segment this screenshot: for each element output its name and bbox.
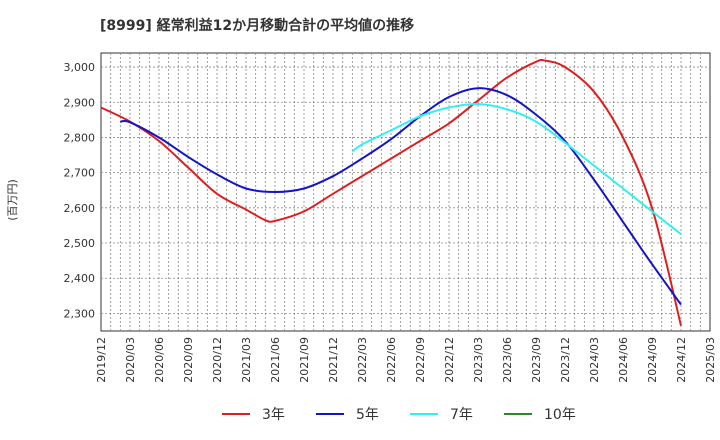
x-tick-label: 2023/09 bbox=[530, 337, 543, 383]
x-tick-label: 2022/12 bbox=[443, 337, 456, 383]
x-tick-label: 2024/06 bbox=[617, 337, 630, 383]
x-tick-labels: 2019/12 2020/03 2020/06 2020/09 2020/12 2021/… bbox=[95, 337, 717, 383]
x-tick-label: 2020/03 bbox=[124, 337, 137, 383]
x-tick-label: 2024/09 bbox=[646, 337, 659, 383]
plot-area bbox=[100, 52, 711, 332]
y-axis-label: (百万円) bbox=[6, 179, 19, 221]
legend-label-2: 7年 bbox=[450, 407, 473, 423]
series-line-2 bbox=[351, 102, 682, 235]
chart-title: [8999] 経常利益12か月移動合計の平均値の推移 bbox=[100, 17, 414, 34]
x-tick-label: 2023/12 bbox=[559, 337, 572, 383]
x-tick-label: 2021/06 bbox=[269, 337, 282, 383]
legend-label-3: 10年 bbox=[544, 407, 576, 423]
x-tick-label: 2022/09 bbox=[414, 337, 427, 383]
legend: 3年 5年 7年 10年 bbox=[222, 407, 576, 423]
y-tick-label: 2,700 bbox=[64, 167, 96, 180]
x-tick-label: 2022/03 bbox=[356, 337, 369, 383]
y-tick-label: 2,600 bbox=[64, 202, 96, 215]
series-line-1 bbox=[120, 87, 682, 306]
x-tick-label: 2020/09 bbox=[182, 337, 195, 383]
x-tick-label: 2022/06 bbox=[385, 337, 398, 383]
x-tick-label: 2021/09 bbox=[298, 337, 311, 383]
x-tick-label: 2025/03 bbox=[704, 337, 717, 383]
plot-frame bbox=[100, 52, 711, 332]
x-tick-label: 2020/06 bbox=[153, 337, 166, 383]
y-tick-label: 2,400 bbox=[64, 272, 96, 285]
y-tick-label: 3,000 bbox=[64, 61, 96, 74]
legend-label-1: 5年 bbox=[356, 407, 379, 423]
x-tick-label: 2024/03 bbox=[588, 337, 601, 383]
legend-label-0: 3年 bbox=[262, 407, 285, 423]
x-tick-label: 2020/12 bbox=[211, 337, 224, 383]
y-tick-label: 2,300 bbox=[64, 307, 96, 320]
series-lines bbox=[100, 58, 682, 326]
y-tick-label: 2,500 bbox=[64, 237, 96, 250]
x-tick-label: 2023/06 bbox=[501, 337, 514, 383]
x-tick-label: 2021/12 bbox=[327, 337, 340, 383]
y-tick-label: 2,900 bbox=[64, 96, 96, 109]
x-tick-label: 2024/12 bbox=[675, 337, 688, 383]
x-tick-label: 2021/03 bbox=[240, 337, 253, 383]
y-tick-labels: 2,300 2,400 2,500 2,600 2,700 2,800 2,900 3,000 bbox=[64, 61, 96, 320]
x-tick-label: 2019/12 bbox=[95, 337, 108, 383]
y-tick-label: 2,800 bbox=[64, 131, 96, 144]
x-tick-label: 2023/03 bbox=[472, 337, 485, 383]
series-line-0 bbox=[100, 58, 682, 326]
